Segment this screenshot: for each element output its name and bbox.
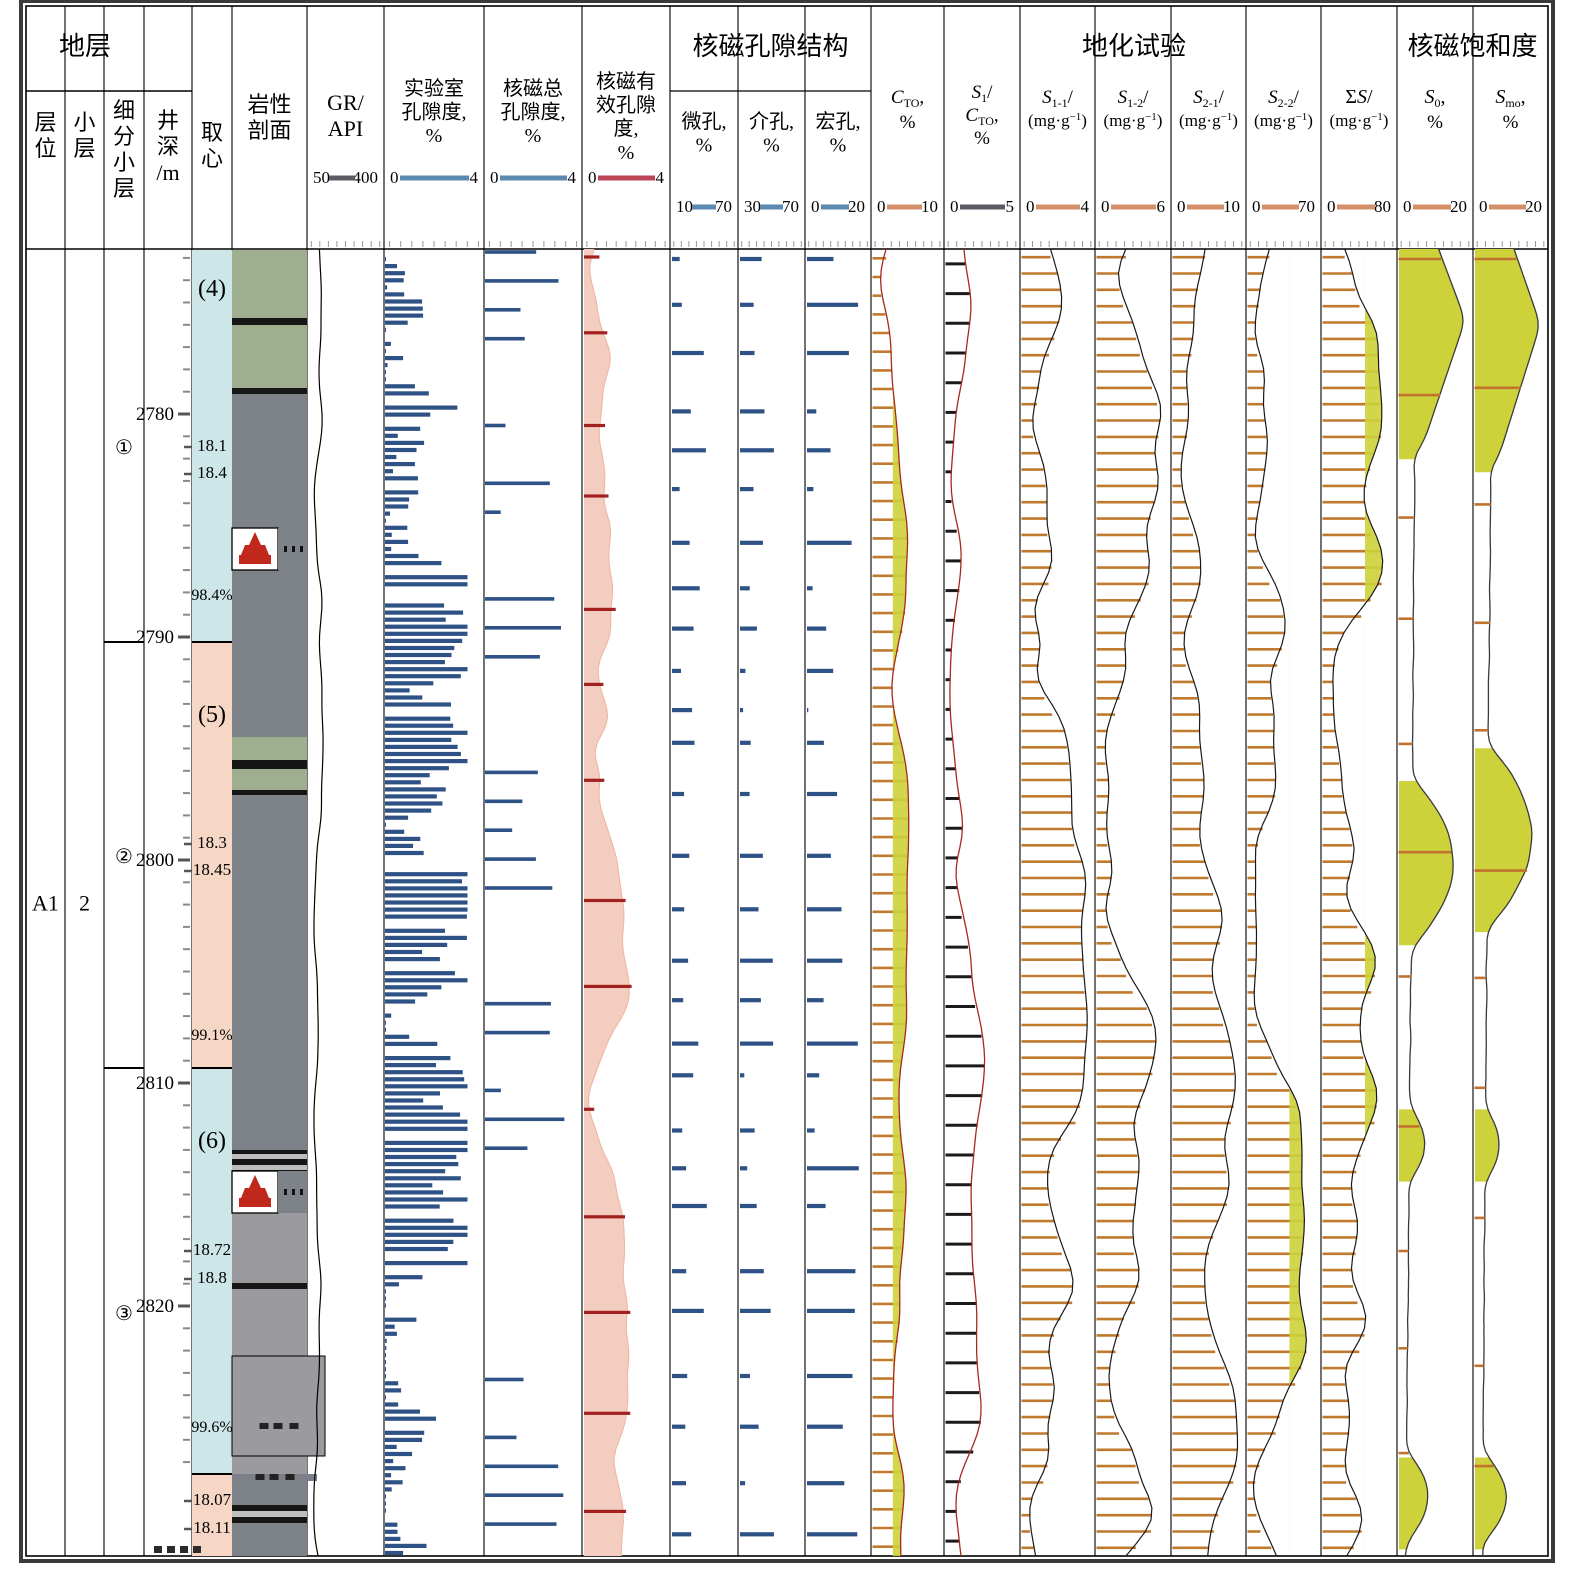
svg-text:%: % bbox=[974, 128, 990, 149]
svg-text:18.4: 18.4 bbox=[197, 463, 227, 482]
svg-text:10: 10 bbox=[921, 197, 938, 216]
svg-text:(6): (6) bbox=[198, 1128, 226, 1154]
svg-text:18.45: 18.45 bbox=[193, 860, 231, 879]
svg-text:③: ③ bbox=[115, 1303, 133, 1325]
svg-text:2790: 2790 bbox=[136, 627, 174, 648]
svg-text:%: % bbox=[1503, 112, 1519, 133]
svg-text:0: 0 bbox=[1403, 197, 1412, 216]
svg-text:0: 0 bbox=[390, 168, 399, 187]
svg-text:GR/API: GR/API bbox=[327, 90, 365, 141]
svg-text:2780: 2780 bbox=[136, 404, 174, 425]
svg-text:4: 4 bbox=[656, 168, 665, 187]
svg-text:0: 0 bbox=[1479, 197, 1488, 216]
svg-text:400: 400 bbox=[353, 168, 379, 187]
svg-text:层位: 层位 bbox=[34, 110, 56, 161]
svg-text:18.1: 18.1 bbox=[197, 436, 227, 455]
svg-text:70: 70 bbox=[782, 197, 799, 216]
svg-text:50: 50 bbox=[313, 168, 330, 187]
svg-text:18.07: 18.07 bbox=[193, 1490, 232, 1509]
svg-text:4: 4 bbox=[470, 168, 479, 187]
svg-text:70: 70 bbox=[715, 197, 732, 216]
svg-text:0: 0 bbox=[1327, 197, 1336, 216]
svg-text:A1: A1 bbox=[32, 891, 59, 916]
svg-text:18.8: 18.8 bbox=[197, 1268, 227, 1287]
svg-text:地层: 地层 bbox=[59, 32, 111, 61]
svg-text:2810: 2810 bbox=[136, 1073, 174, 1094]
svg-text:ΣS/: ΣS/ bbox=[1345, 86, 1373, 108]
svg-text:2: 2 bbox=[79, 891, 90, 916]
svg-text:(4): (4) bbox=[198, 276, 226, 302]
svg-text:②: ② bbox=[115, 846, 133, 868]
svg-text:取心: 取心 bbox=[201, 120, 223, 171]
svg-text:5: 5 bbox=[1006, 197, 1015, 216]
svg-text:0: 0 bbox=[950, 197, 959, 216]
svg-text:0: 0 bbox=[1252, 197, 1261, 216]
svg-text:①: ① bbox=[115, 437, 133, 459]
svg-text:0: 0 bbox=[811, 197, 820, 216]
svg-text:20: 20 bbox=[1525, 197, 1542, 216]
svg-text:10: 10 bbox=[676, 197, 693, 216]
svg-text:(5): (5) bbox=[198, 702, 226, 728]
svg-text:99.6%: 99.6% bbox=[191, 1419, 232, 1436]
svg-text:30: 30 bbox=[744, 197, 761, 216]
svg-text:小层: 小层 bbox=[73, 110, 95, 161]
svg-text:0: 0 bbox=[877, 197, 886, 216]
svg-text:2820: 2820 bbox=[136, 1296, 174, 1317]
svg-text:地化试验: 地化试验 bbox=[1082, 32, 1186, 61]
svg-text:20: 20 bbox=[848, 197, 865, 216]
svg-text:0: 0 bbox=[1026, 197, 1035, 216]
svg-text:细分小层: 细分小层 bbox=[113, 98, 135, 201]
svg-text:18.72: 18.72 bbox=[193, 1240, 231, 1259]
svg-text:%: % bbox=[900, 112, 916, 133]
svg-text:0: 0 bbox=[588, 168, 597, 187]
svg-text:4: 4 bbox=[568, 168, 577, 187]
svg-text:0: 0 bbox=[1101, 197, 1110, 216]
svg-text:2800: 2800 bbox=[136, 850, 174, 871]
svg-text:%: % bbox=[1427, 112, 1443, 133]
svg-text:99.1%: 99.1% bbox=[191, 1027, 232, 1044]
svg-text:6: 6 bbox=[1157, 197, 1166, 216]
svg-text:4: 4 bbox=[1081, 197, 1090, 216]
svg-text:70: 70 bbox=[1298, 197, 1315, 216]
svg-text:20: 20 bbox=[1450, 197, 1467, 216]
svg-text:核磁孔隙结构: 核磁孔隙结构 bbox=[692, 32, 848, 61]
svg-text:10: 10 bbox=[1223, 197, 1240, 216]
svg-text:0: 0 bbox=[490, 168, 499, 187]
svg-text:岩性剖面: 岩性剖面 bbox=[247, 92, 291, 143]
svg-text:18.11: 18.11 bbox=[193, 1518, 231, 1537]
svg-text:98.4%: 98.4% bbox=[191, 587, 232, 604]
svg-text:18.3: 18.3 bbox=[197, 833, 227, 852]
svg-text:0: 0 bbox=[1177, 197, 1186, 216]
svg-text:核磁饱和度: 核磁饱和度 bbox=[1407, 32, 1537, 61]
svg-text:井深/m: 井深/m bbox=[156, 108, 179, 185]
svg-text:80: 80 bbox=[1374, 197, 1391, 216]
